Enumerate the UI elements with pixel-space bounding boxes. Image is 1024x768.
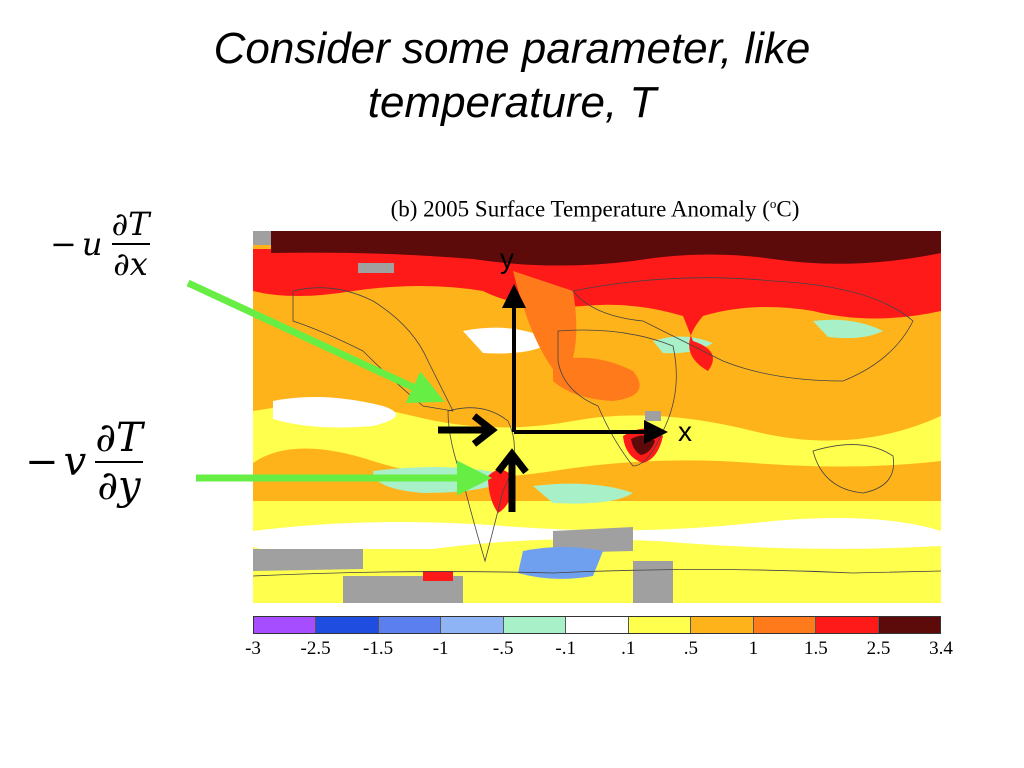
colorbar-swatch <box>878 617 940 633</box>
colorbar-swatch <box>316 617 379 633</box>
green-arrow-u-term <box>186 279 445 404</box>
cold-patch-antarctica <box>518 547 603 579</box>
v-term-denominator: ∂y <box>97 463 141 509</box>
arctic-warm-band <box>253 249 941 371</box>
colorbar-tick-label: 2.5 <box>866 638 891 659</box>
map-title-unit: C) <box>776 196 800 222</box>
v-term-variable: v <box>63 439 87 485</box>
hotspot-argentina <box>488 469 515 513</box>
temperature-anomaly-map <box>253 231 941 603</box>
missing-data-patch-1 <box>253 549 363 571</box>
slide-title-line-1: Consider some parameter, like <box>213 24 811 73</box>
colorbar-swatch <box>816 617 879 633</box>
x-axis-label: x <box>678 416 692 447</box>
missing-data-patch-4 <box>343 576 463 603</box>
v-term-fraction-bar <box>95 461 143 463</box>
missing-data-patch-2 <box>553 527 633 553</box>
neutral-patch-atlantic <box>463 327 553 354</box>
missing-data-patch-5 <box>358 263 394 273</box>
colorbar-swatch <box>378 617 442 633</box>
neutral-patch-pacific <box>273 397 396 428</box>
colorbar-swatch <box>691 617 754 633</box>
warm-patch-sahara <box>553 357 640 401</box>
colorbar-tick-label: -.1 <box>555 638 577 659</box>
u-term-fraction: ∂T ∂x <box>111 205 150 283</box>
v-term-numerator: ∂T <box>95 415 143 461</box>
slide-title-line-2: temperature, T <box>367 78 657 127</box>
missing-data-patch-6 <box>645 411 661 421</box>
flow-arrow-north <box>495 448 529 512</box>
colorbar-tick-label: .5 <box>683 638 698 659</box>
colorbar-tick-label: -1 <box>432 638 449 659</box>
map-title-degree: o <box>769 196 777 211</box>
arctic-extreme-band <box>271 231 941 266</box>
missing-data-patch-3 <box>633 561 673 603</box>
u-term-variable: u <box>81 225 103 263</box>
anomaly-map-svg <box>253 231 941 603</box>
cool-patch-south-atlantic <box>533 483 633 504</box>
u-term-numerator: ∂T <box>111 205 150 243</box>
outline-antarctica <box>253 569 941 577</box>
v-term-sign: − <box>25 439 59 485</box>
colorbar-ticks: -3 -2.5 -1.5 -1 -.5 -.1 .1 .5 1 1.5 2.5 3.4 <box>0 638 1024 662</box>
colorbar-swatch <box>566 617 629 633</box>
colorbar-swatch <box>753 617 817 633</box>
u-term-sign: − <box>50 225 77 263</box>
cool-patch-north-pacific <box>813 319 883 339</box>
warm-patch-antarctica <box>423 571 453 581</box>
missing-data-corner <box>253 231 271 245</box>
flow-arrow-east <box>438 413 498 447</box>
colorbar-tick-label: .1 <box>621 638 636 659</box>
colorbar-tick-label: -.5 <box>492 638 514 659</box>
u-term-denominator: ∂x <box>113 245 148 283</box>
outline-eurasia <box>572 277 914 382</box>
colorbar-tick-label: -3 <box>245 638 261 659</box>
colorbar <box>253 616 941 634</box>
colorbar-swatch <box>254 617 317 633</box>
map-title-text: (b) 2005 Surface Temperature Anomaly ( <box>390 196 770 222</box>
tropical-yellow-band <box>253 404 941 478</box>
map-title: (b) 2005 Surface Temperature Anomaly (oC… <box>250 196 940 223</box>
v-term-fraction: ∂T ∂y <box>95 415 143 509</box>
colorbar-swatch <box>503 617 567 633</box>
v-advection-term: − v ∂T ∂y <box>25 415 143 509</box>
colorbar-swatch <box>441 617 504 633</box>
slide-title: Consider some parameter, like temperatur… <box>0 22 1024 130</box>
u-term-fraction-bar <box>111 243 150 245</box>
colorbar-tick-label: 1 <box>748 638 759 659</box>
colorbar-tick-label: 1.5 <box>804 638 828 659</box>
outline-africa <box>557 329 677 467</box>
colorbar-tick-label: -1.5 <box>363 638 394 659</box>
colorbar-swatch <box>628 617 692 633</box>
outline-australia <box>812 444 895 494</box>
y-axis-label: y <box>500 243 514 274</box>
warm-patch-north-atlantic <box>513 271 577 381</box>
colorbar-tick-label: 3.4 <box>929 638 953 659</box>
colorbar-tick-label: -2.5 <box>300 638 331 659</box>
u-advection-term: − u ∂T ∂x <box>50 205 150 283</box>
